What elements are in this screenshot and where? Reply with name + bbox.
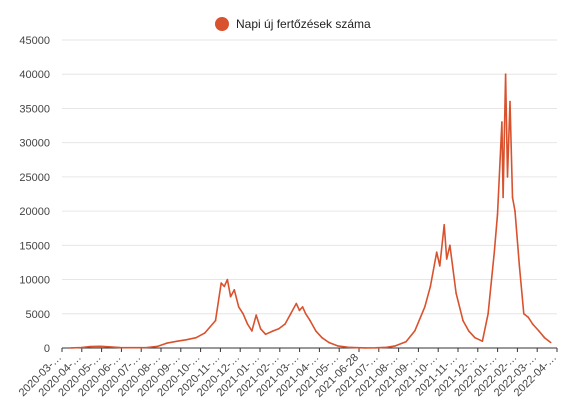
data-point: [424, 306, 426, 308]
data-point: [295, 302, 298, 305]
data-point: [496, 213, 499, 216]
data-point: [504, 73, 507, 75]
y-tick-label: 35000: [19, 103, 50, 115]
y-tick-label: 40000: [19, 69, 50, 81]
data-point: [99, 345, 101, 348]
data-point: [481, 340, 484, 343]
data-point: [70, 347, 72, 349]
y-tick-label: 20000: [19, 206, 50, 218]
data-point: [226, 278, 229, 281]
data-point: [315, 330, 317, 332]
data-point: [214, 319, 217, 322]
data-point: [246, 323, 249, 325]
data-point: [549, 341, 552, 344]
data-point: [89, 345, 91, 348]
data-point: [237, 306, 240, 308]
data-point: [347, 346, 350, 349]
data-point: [487, 313, 489, 315]
data-point: [298, 309, 301, 312]
data-point: [429, 285, 432, 288]
data-point: [233, 289, 236, 291]
data-point: [443, 224, 446, 226]
data-point: [284, 323, 286, 325]
data-point: [375, 347, 377, 349]
data-point: [514, 210, 516, 212]
data-point: [278, 328, 280, 330]
data-point: [518, 265, 521, 267]
legend-marker: [215, 17, 229, 31]
data-point: [462, 319, 464, 322]
x-axis: 2020-03-…2020-04-…2020-05-…2020-06-…2020…: [17, 347, 559, 400]
data-point: [509, 100, 511, 103]
data-point: [195, 336, 197, 339]
y-tick-label: 15000: [19, 240, 50, 252]
data-point: [543, 336, 546, 339]
y-tick-label: 0: [44, 343, 50, 355]
data-point: [435, 251, 438, 253]
data-point: [220, 282, 222, 284]
data-point: [531, 323, 534, 325]
data-point: [289, 313, 292, 315]
data-point: [80, 346, 83, 349]
data-point: [511, 196, 514, 199]
data-point: [185, 339, 187, 341]
data-point: [242, 313, 244, 315]
y-axis: 0 5000 10000 15000 20000 25000 30000 35000 40000…: [19, 35, 50, 355]
y-tick-label: 5000: [26, 309, 50, 321]
data-point: [251, 330, 253, 332]
data-point: [449, 244, 451, 247]
data-point: [301, 306, 304, 308]
data-point: [394, 345, 397, 347]
data-point: [272, 330, 275, 332]
data-point: [439, 265, 441, 267]
legend: Napi új fertőzések száma: [215, 17, 371, 31]
data-point: [264, 333, 267, 336]
data-point: [445, 258, 448, 260]
data-point: [455, 292, 457, 295]
y-tick-label: 45000: [19, 35, 50, 47]
y-tick-label: 10000: [19, 275, 50, 287]
data-point: [364, 347, 367, 349]
data-point: [127, 346, 130, 349]
data-point: [405, 341, 407, 343]
data-point: [137, 346, 140, 349]
data-point: [118, 346, 121, 349]
y-tick-label: 30000: [19, 138, 50, 150]
series-group: [70, 73, 552, 349]
grid-lines: [62, 39, 557, 315]
series-line: [70, 73, 552, 349]
data-point: [108, 346, 110, 348]
data-point: [502, 196, 504, 199]
data-point: [255, 314, 257, 316]
data-point: [146, 346, 148, 349]
data-point: [385, 346, 388, 349]
data-point: [223, 285, 226, 288]
data-point: [356, 346, 358, 349]
data-point: [506, 176, 509, 178]
data-point: [523, 313, 525, 315]
data-point: [165, 342, 168, 345]
data-point: [321, 336, 323, 339]
data-point: [259, 328, 262, 330]
y-tick-label: 25000: [19, 172, 50, 184]
data-point: [304, 313, 307, 315]
data-point: [501, 121, 503, 123]
data-point: [474, 336, 476, 339]
data-point: [493, 251, 496, 253]
data-point: [204, 332, 206, 334]
legend-label: Napi új fertőzések száma: [236, 17, 371, 31]
data-point: [414, 330, 416, 332]
data-point: [328, 341, 330, 344]
data-point: [176, 340, 179, 343]
data-point: [336, 345, 339, 347]
data-point: [538, 330, 540, 332]
data-point: [467, 330, 470, 332]
data-point: [527, 316, 529, 319]
data-point: [309, 319, 311, 322]
data-point: [157, 345, 159, 348]
data-point: [229, 295, 232, 298]
